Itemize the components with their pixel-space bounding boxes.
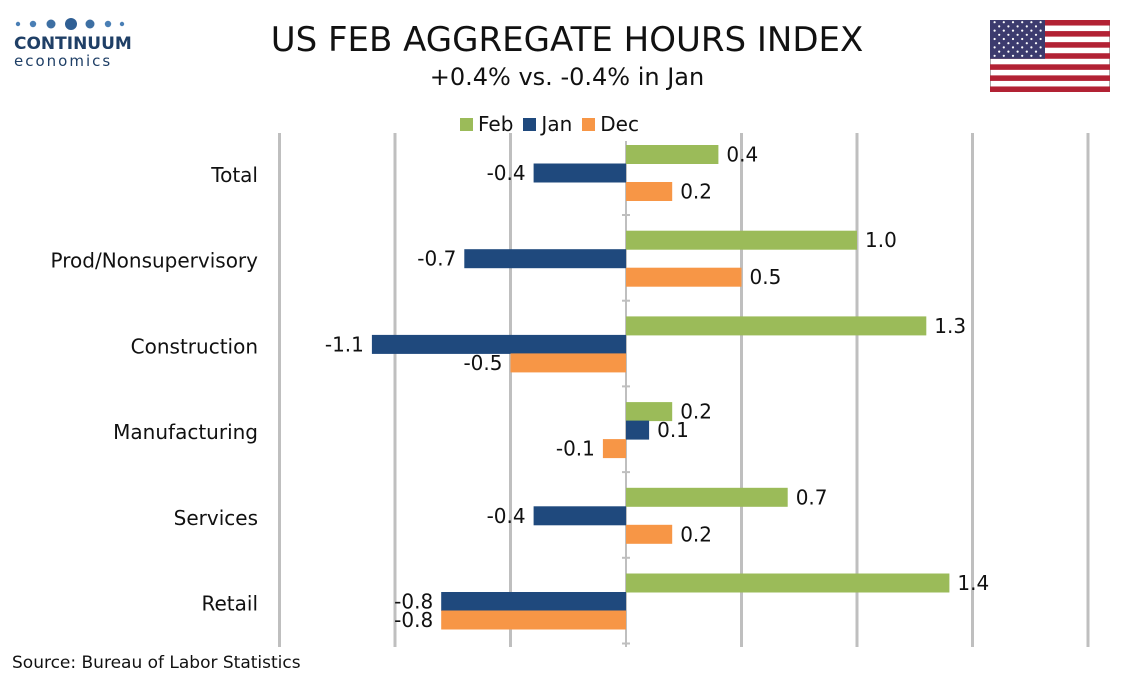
data-label-jan: -0.4 (487, 504, 526, 528)
category-label: Prod/Nonsupervisory (51, 249, 259, 273)
category-label: Manufacturing (113, 420, 258, 444)
bar-feb (626, 145, 719, 164)
bar-feb (626, 230, 857, 250)
category-label: Services (174, 506, 258, 530)
data-label-feb: 1.4 (957, 571, 989, 595)
data-label-feb: 0.4 (726, 143, 758, 167)
data-label-dec: -0.8 (394, 608, 433, 632)
bar-dec (626, 267, 742, 287)
data-label-dec: -0.1 (556, 437, 595, 461)
data-label-dec: -0.5 (463, 351, 502, 375)
data-label-feb: 1.3 (934, 314, 966, 338)
legend-swatch-dec (582, 117, 596, 131)
bar-feb (626, 573, 950, 593)
legend-swatch-jan (523, 117, 537, 131)
data-label-jan: -0.4 (487, 161, 526, 185)
legend-label-jan: Jan (541, 112, 573, 136)
data-label-jan: -1.1 (325, 332, 364, 356)
bar-jan (464, 249, 626, 269)
category-label: Retail (201, 592, 258, 616)
bar-dec (626, 524, 673, 544)
bar-dec (510, 353, 626, 373)
data-label-feb: 1.0 (865, 228, 897, 252)
data-label-jan: -0.8 (394, 590, 433, 614)
data-label-jan: 0.1 (657, 418, 689, 442)
data-label-jan: -0.7 (417, 247, 456, 271)
legend-label-dec: Dec (600, 112, 639, 136)
data-label-dec: 0.2 (680, 522, 712, 546)
logo-subtext: economics (14, 52, 113, 70)
bar-jan (371, 334, 626, 354)
legend-label-feb: Feb (478, 112, 514, 136)
bar-dec (441, 610, 626, 630)
bar-feb (626, 487, 788, 507)
legend-swatch-feb (460, 117, 473, 131)
data-label-dec: 0.2 (680, 180, 712, 204)
bar-jan (533, 163, 626, 183)
logo-wordmark: CONTINUUM (14, 34, 132, 54)
company-logo: CONTINUUM economics (14, 14, 134, 69)
bar-dec (602, 439, 626, 459)
category-label: Total (210, 163, 258, 187)
bar-jan (441, 592, 626, 611)
bar-jan (533, 506, 626, 526)
source-note: Source: Bureau of Labor Statistics (12, 653, 301, 673)
data-label-feb: 0.2 (680, 400, 712, 424)
legend-item-feb: Feb (460, 112, 513, 136)
data-label-feb: 0.7 (796, 485, 828, 509)
legend-item-dec: Dec (582, 112, 639, 136)
bar-dec (626, 182, 673, 201)
bar-jan (626, 420, 650, 440)
data-label-dec: 0.5 (750, 265, 782, 289)
category-label: Construction (131, 334, 258, 358)
logo-dots-icon (15, 18, 125, 30)
bar-feb (626, 316, 927, 336)
chart-legend: Feb Jan Dec (460, 112, 639, 136)
chart-subtitle: +0.4% vs. -0.4% in Jan (429, 63, 705, 91)
legend-item-jan: Jan (523, 112, 572, 136)
chart-title: US FEB AGGREGATE HOURS INDEX (270, 20, 864, 60)
us-flag-icon (990, 20, 1110, 92)
bar-feb (626, 402, 673, 422)
